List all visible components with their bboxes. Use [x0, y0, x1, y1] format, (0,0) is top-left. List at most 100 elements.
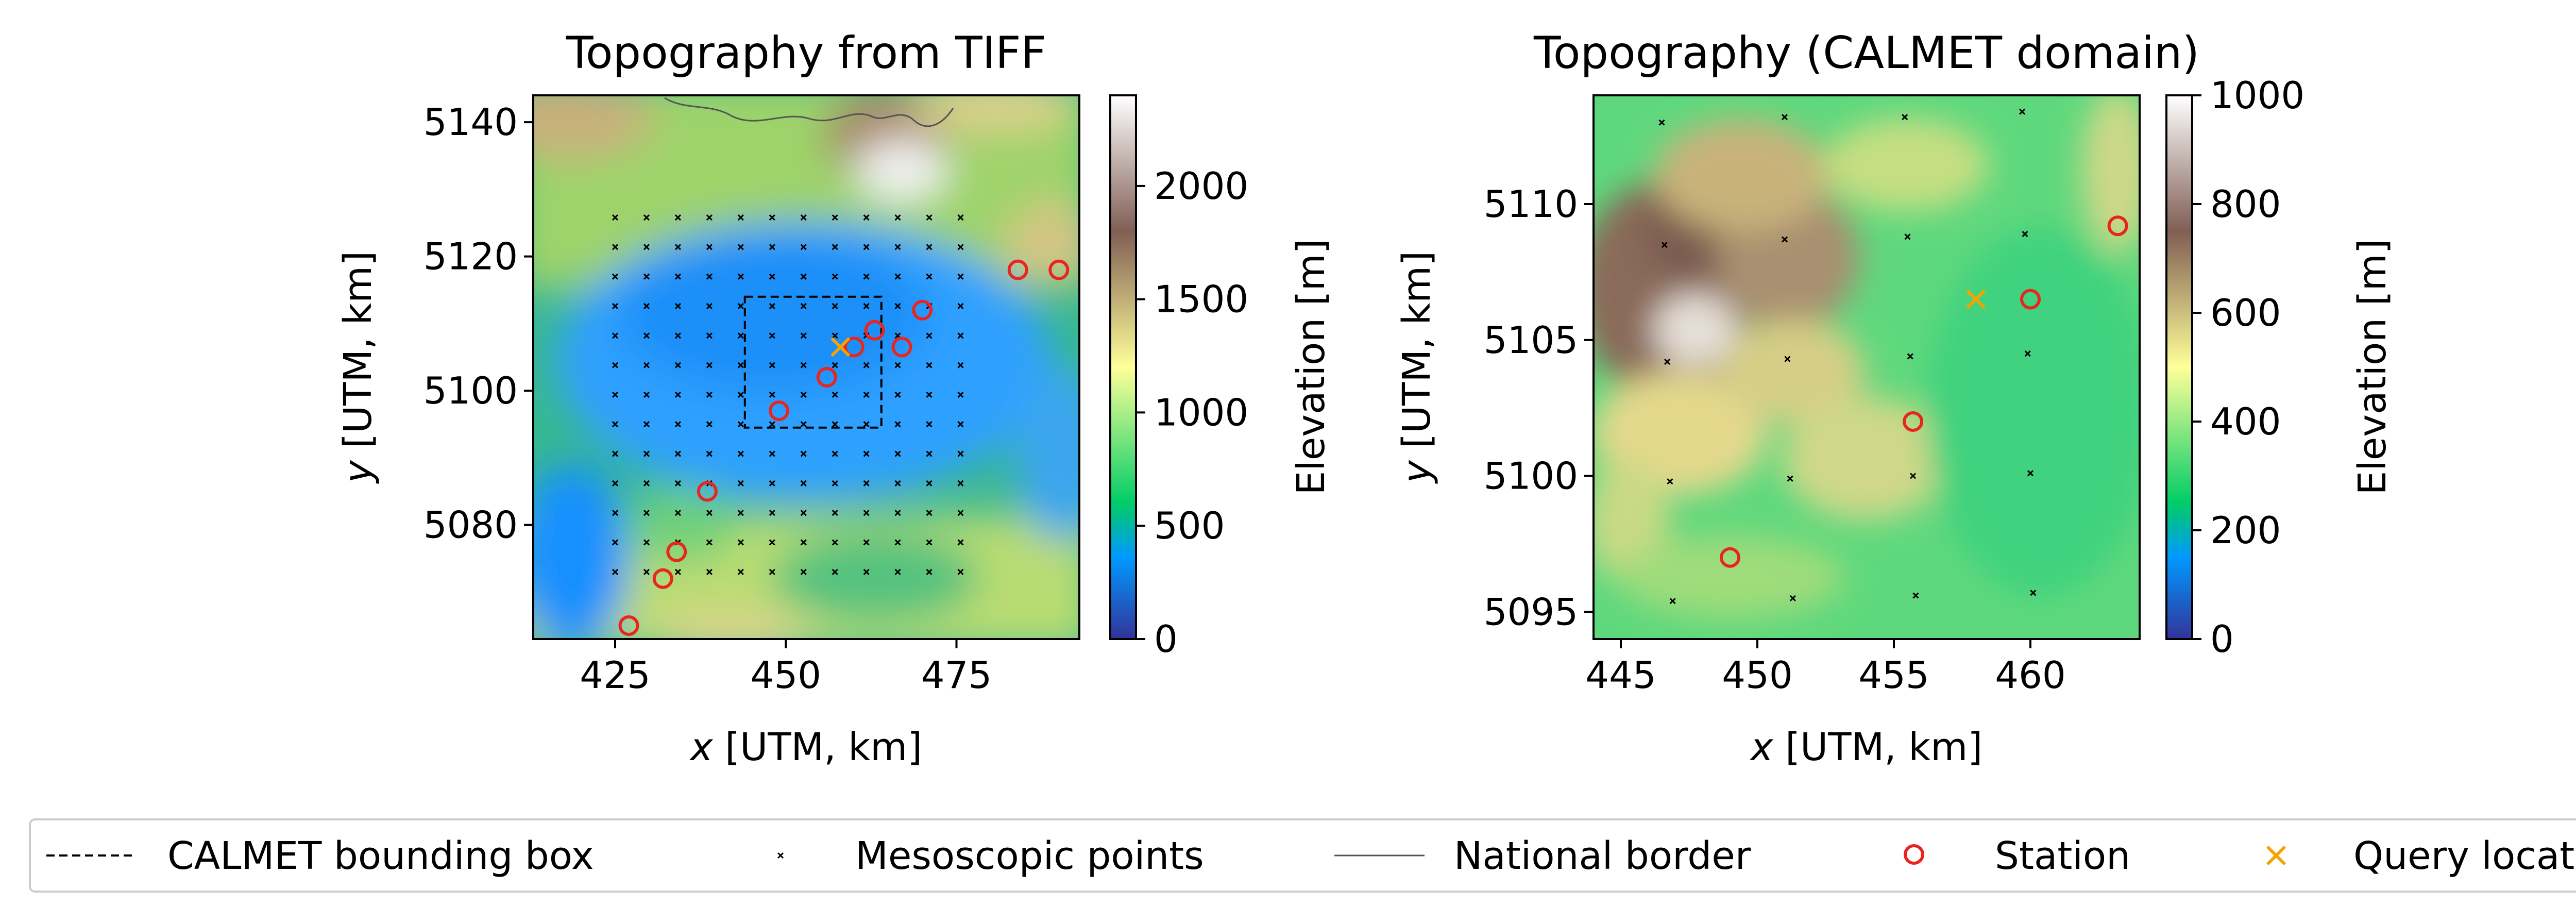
mesoscopic-point [643, 510, 650, 516]
mesoscopic-point [957, 332, 964, 339]
mesoscopic-point [643, 273, 650, 280]
mesoscopic-point [737, 332, 744, 339]
mesoscopic-point [832, 568, 838, 575]
mesoscopic-point [612, 362, 619, 368]
mesoscopic-point [863, 391, 870, 398]
panel-2-axes-frame [1592, 94, 2141, 640]
mesoscopic-point [1667, 478, 1673, 485]
panel-2-colorbar-ticks: 0 200 400 600 800 1000 [2192, 74, 2304, 661]
mesoscopic-point [1781, 236, 1788, 243]
station-marker [891, 337, 912, 358]
station-marker [816, 367, 837, 388]
mesoscopic-point [2030, 590, 2037, 596]
mesoscopic-point [737, 273, 744, 280]
panel-2-y-ticks: 5095 5100 5105 5110 [1484, 182, 1594, 633]
panel-2-colorbar: 0 200 400 600 800 1000 Elevation [m] [2165, 74, 2395, 661]
mesoscopic-point [1907, 353, 1913, 360]
mesoscopic-point [737, 480, 744, 486]
x-tick-label: 475 [921, 653, 992, 697]
panel-1-colorbar-ticks: 0 500 1000 1500 2000 [1136, 164, 1248, 661]
mesoscopic-point [674, 214, 681, 221]
mesoscopic-point [863, 303, 870, 310]
mesoscopic-point [643, 214, 650, 221]
calmet-bounding-box [743, 295, 883, 429]
mesoscopic-point [1789, 595, 1796, 601]
mesoscopic-point [612, 421, 619, 428]
mesoscopic-point [926, 568, 933, 575]
mesoscopic-point [769, 362, 775, 368]
mesoscopic-point [894, 273, 901, 280]
mesoscopic-point [674, 510, 681, 516]
colorbar-tick-label: 0 [1154, 617, 1178, 661]
legend-meso-marker [777, 852, 784, 859]
mesoscopic-point [643, 568, 650, 575]
mesoscopic-point [926, 391, 933, 398]
station-marker [2020, 289, 2041, 310]
station-marker [2107, 215, 2128, 237]
x-tick-label: 460 [1995, 653, 2065, 697]
mesoscopic-point [800, 273, 807, 280]
mesoscopic-point [737, 421, 744, 428]
mesoscopic-point [800, 303, 807, 310]
colorbar-tick-label: 800 [2210, 182, 2281, 226]
mesoscopic-point [612, 273, 619, 280]
mesoscopic-point [612, 391, 619, 398]
x-tick-label: 445 [1585, 653, 1656, 697]
mesoscopic-point [926, 214, 933, 221]
legend-query-marker [2266, 845, 2286, 866]
mesoscopic-point [957, 214, 964, 221]
y-tick-label: 5080 [423, 504, 518, 547]
mesoscopic-point [894, 421, 901, 428]
mesoscopic-point [737, 244, 744, 250]
mesoscopic-point [612, 510, 619, 516]
mesoscopic-point [863, 568, 870, 575]
mesoscopic-point [1781, 114, 1788, 121]
mesoscopic-point [1902, 114, 1908, 121]
mesoscopic-point [643, 362, 650, 368]
mesoscopic-point [737, 362, 744, 368]
mesoscopic-point [769, 568, 775, 575]
panel-1-mesoscopic-points [612, 214, 964, 575]
mesoscopic-point [706, 568, 713, 575]
mesoscopic-point [926, 450, 933, 457]
mesoscopic-point [863, 362, 870, 368]
mesoscopic-point [737, 568, 744, 575]
legend-query-label: Query location [2353, 834, 2576, 878]
mesoscopic-point [674, 303, 681, 310]
mesoscopic-point [706, 421, 713, 428]
colorbar-tick-label: 200 [2210, 509, 2281, 552]
mesoscopic-point [769, 450, 775, 457]
mesoscopic-point [737, 214, 744, 221]
mesoscopic-point [800, 480, 807, 486]
mesoscopic-point [832, 391, 838, 398]
mesoscopic-point [612, 539, 619, 546]
mesoscopic-point [957, 450, 964, 457]
mesoscopic-point [769, 391, 775, 398]
mesoscopic-point [737, 539, 744, 546]
y-tick-label: 5100 [1484, 455, 1578, 498]
mesoscopic-point [832, 273, 838, 280]
panel-2: Topography (CALMET domain) [1395, 27, 2395, 769]
legend-station-label: Station [1995, 834, 2130, 878]
mesoscopic-point [832, 362, 838, 368]
mesoscopic-point [800, 332, 807, 339]
legend-meso-label: Mesoscopic points [855, 834, 1204, 878]
mesoscopic-point [832, 244, 838, 250]
mesoscopic-point [863, 273, 870, 280]
mesoscopic-point [926, 510, 933, 516]
mesoscopic-point [1784, 356, 1791, 362]
mesoscopic-point [926, 332, 933, 339]
station-marker [666, 541, 687, 562]
mesoscopic-point [769, 421, 775, 428]
legend: CALMET bounding box Mesoscopic points Na… [29, 818, 2576, 893]
mesoscopic-point [737, 510, 744, 516]
panel-2-topography [1594, 95, 2140, 639]
mesoscopic-point [800, 450, 807, 457]
mesoscopic-point [2019, 108, 2026, 115]
mesoscopic-point [706, 539, 713, 546]
panel-2-colorbar-gradient [2165, 94, 2193, 640]
mesoscopic-point [612, 214, 619, 221]
y-tick-label: 5095 [1484, 590, 1578, 633]
mesoscopic-point [894, 244, 901, 250]
mesoscopic-point [800, 568, 807, 575]
